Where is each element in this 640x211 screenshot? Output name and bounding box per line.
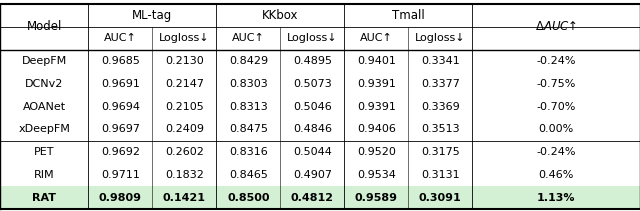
Text: 0.9691: 0.9691 [101,79,140,89]
Text: 0.2409: 0.2409 [165,124,204,134]
Text: Logloss↓: Logloss↓ [159,33,210,43]
Text: Tmall: Tmall [392,9,425,22]
Text: AUC↑: AUC↑ [104,33,137,43]
Text: 0.1832: 0.1832 [165,170,204,180]
Text: RIM: RIM [34,170,54,180]
Text: 0.9685: 0.9685 [101,56,140,66]
Text: 0.9692: 0.9692 [101,147,140,157]
Text: 0.8316: 0.8316 [229,147,268,157]
Text: 0.9697: 0.9697 [101,124,140,134]
Text: PET: PET [34,147,54,157]
Text: xDeepFM: xDeepFM [18,124,70,134]
Text: 0.8313: 0.8313 [229,101,268,112]
Text: 0.4846: 0.4846 [293,124,332,134]
Text: 0.9406: 0.9406 [357,124,396,134]
Text: 0.4895: 0.4895 [293,56,332,66]
Text: AUC↑: AUC↑ [232,33,265,43]
Text: 0.3341: 0.3341 [421,56,460,66]
Text: -0.70%: -0.70% [536,101,576,112]
Text: 0.3377: 0.3377 [421,79,460,89]
Text: 0.8500: 0.8500 [227,192,269,203]
Text: 0.9391: 0.9391 [357,79,396,89]
Text: 0.9520: 0.9520 [357,147,396,157]
Text: -0.24%: -0.24% [536,56,576,66]
Text: 0.3175: 0.3175 [421,147,460,157]
Text: 0.2147: 0.2147 [165,79,204,89]
Text: AUC↑: AUC↑ [360,33,393,43]
Text: 0.8465: 0.8465 [229,170,268,180]
Text: 0.9711: 0.9711 [101,170,140,180]
Text: 0.5044: 0.5044 [293,147,332,157]
Text: 0.9534: 0.9534 [357,170,396,180]
Text: 0.4907: 0.4907 [293,170,332,180]
FancyBboxPatch shape [0,186,640,209]
Text: 0.5073: 0.5073 [293,79,332,89]
Text: 0.9401: 0.9401 [357,56,396,66]
Text: 0.3091: 0.3091 [419,192,461,203]
Text: 0.3131: 0.3131 [421,170,460,180]
Text: $\Delta$$\it{AUC}$↑: $\Delta$$\it{AUC}$↑ [535,20,577,34]
Text: 0.1421: 0.1421 [163,192,206,203]
Text: RAT: RAT [32,192,56,203]
Text: KKbox: KKbox [262,9,299,22]
Text: Logloss↓: Logloss↓ [287,33,338,43]
Text: DCNv2: DCNv2 [25,79,63,89]
Text: 0.2105: 0.2105 [165,101,204,112]
Text: -0.75%: -0.75% [536,79,576,89]
Text: 0.9391: 0.9391 [357,101,396,112]
Text: 0.9694: 0.9694 [101,101,140,112]
Text: DeepFM: DeepFM [22,56,67,66]
Text: -0.24%: -0.24% [536,147,576,157]
Text: 1.13%: 1.13% [537,192,575,203]
Text: Model: Model [26,20,62,34]
Text: 0.8429: 0.8429 [228,56,268,66]
Text: 0.46%: 0.46% [538,170,574,180]
Text: 0.2602: 0.2602 [165,147,204,157]
Text: Logloss↓: Logloss↓ [415,33,466,43]
Text: 0.9589: 0.9589 [355,192,398,203]
Text: 0.2130: 0.2130 [165,56,204,66]
Text: 0.4812: 0.4812 [291,192,334,203]
Text: 0.8475: 0.8475 [229,124,268,134]
Text: 0.5046: 0.5046 [293,101,332,112]
Text: AOANet: AOANet [22,101,66,112]
Text: 0.3513: 0.3513 [421,124,460,134]
Text: 0.9809: 0.9809 [99,192,142,203]
Text: ML-tag: ML-tag [132,9,172,22]
Text: 0.8303: 0.8303 [229,79,268,89]
Text: 0.00%: 0.00% [538,124,574,134]
Text: 0.3369: 0.3369 [421,101,460,112]
